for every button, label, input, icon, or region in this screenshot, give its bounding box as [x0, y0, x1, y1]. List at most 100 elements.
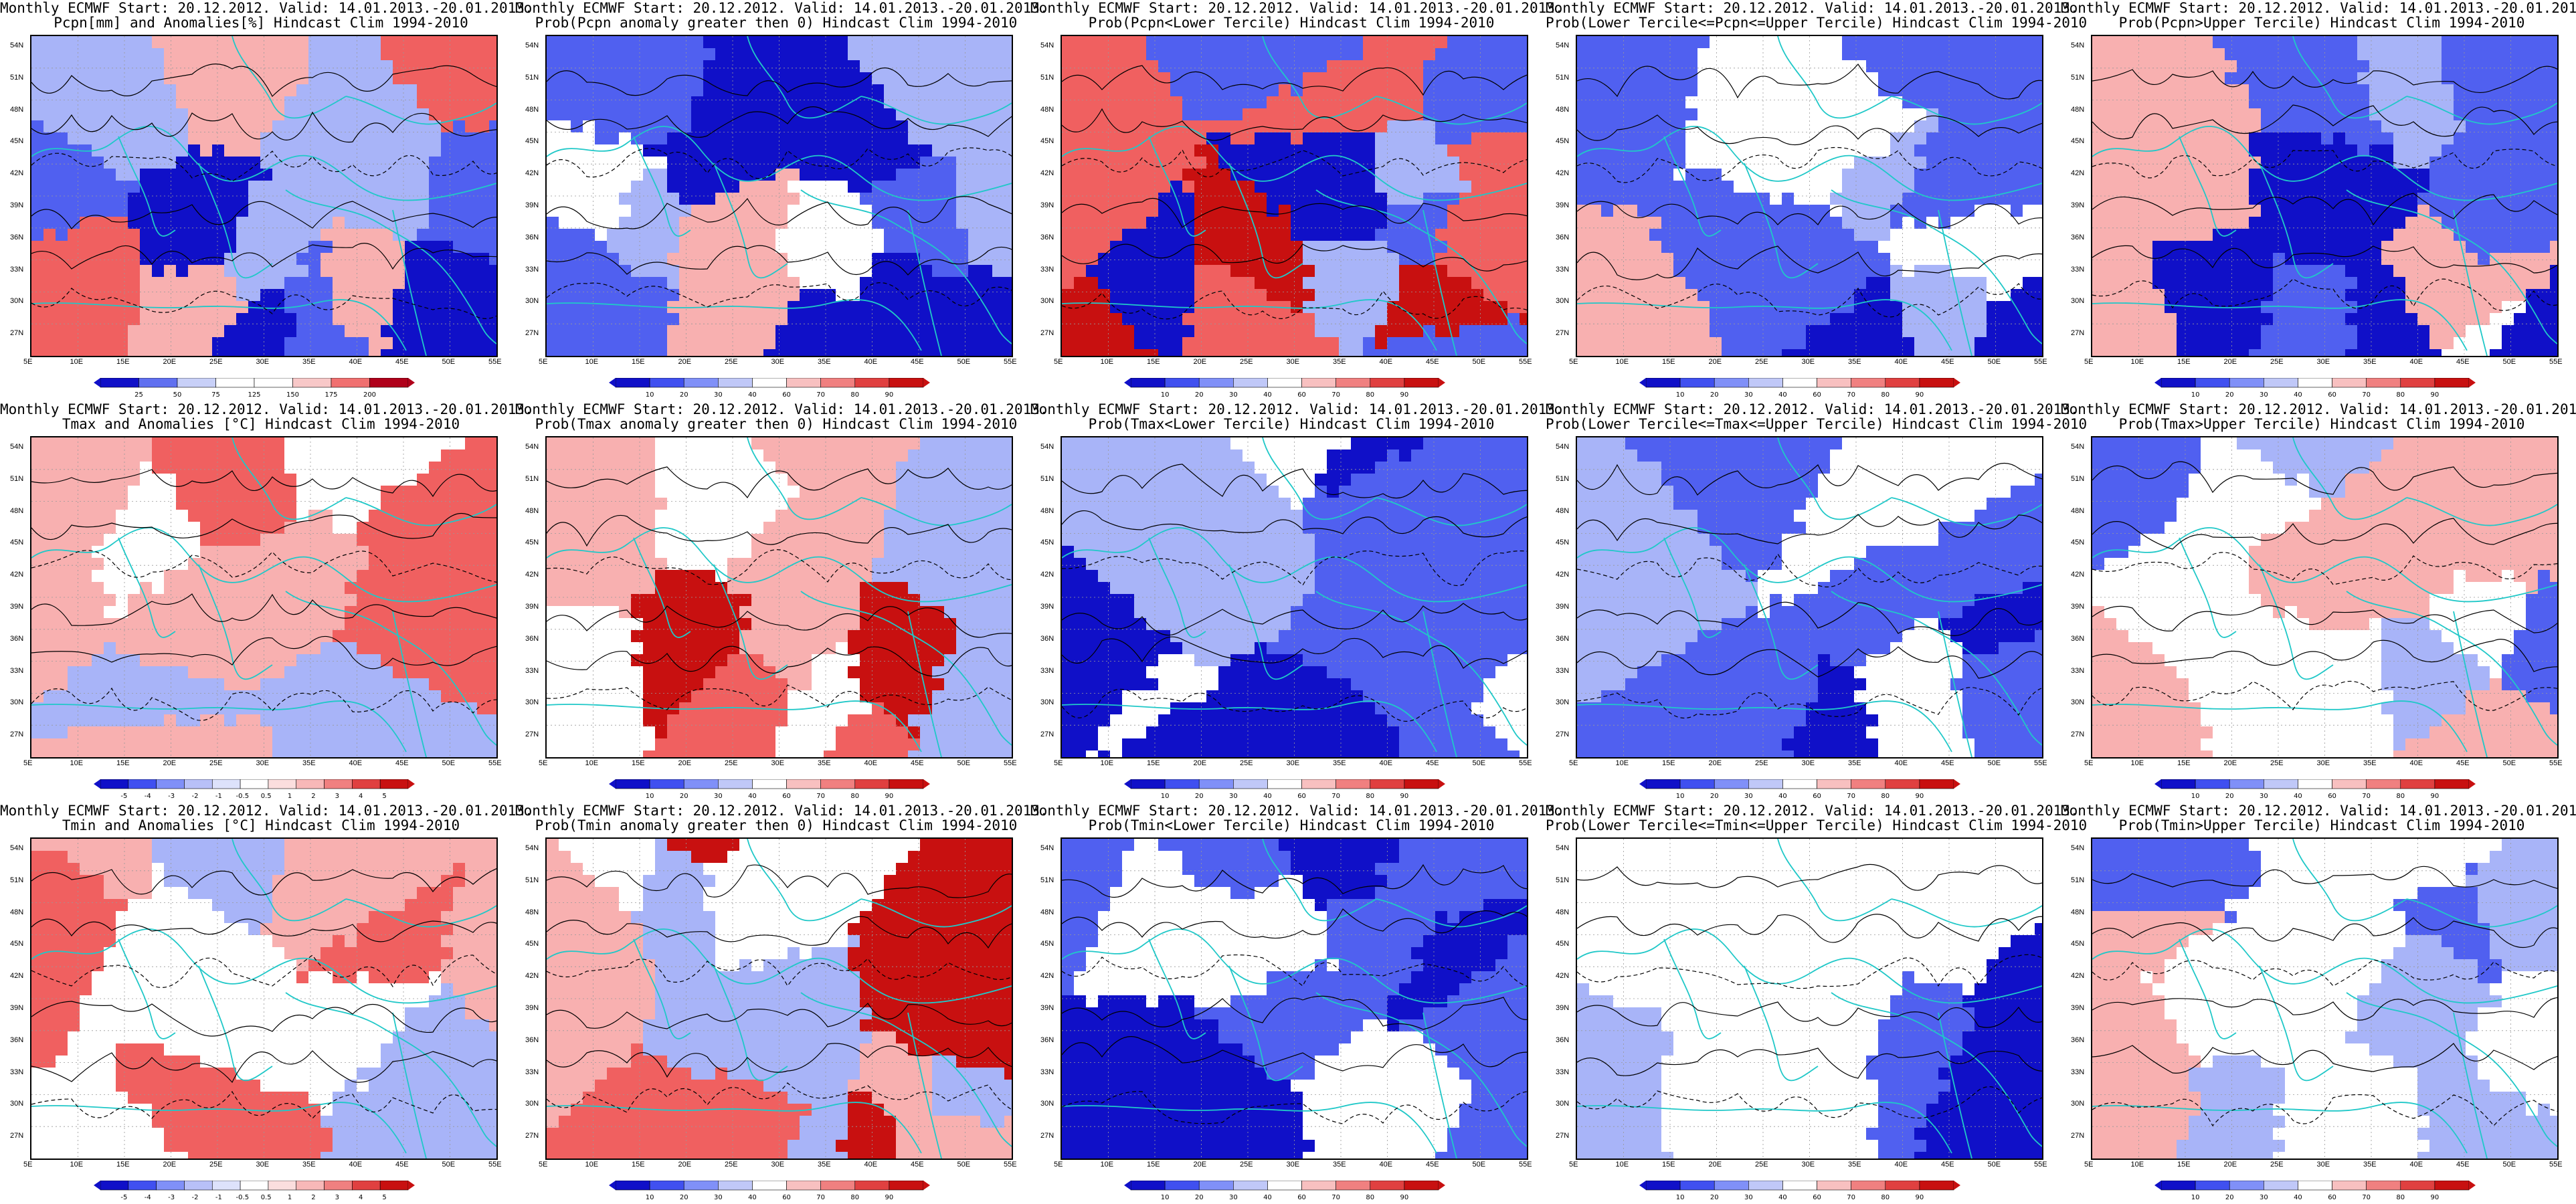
lon-tick-label: 15E	[1147, 358, 1160, 366]
lat-tick-label: 33N	[525, 666, 539, 675]
panel-title: Monthly ECMWF Start: 20.12.2012. Valid: …	[0, 401, 533, 417]
lat-tick-label: 51N	[2071, 474, 2085, 483]
colorbar-tick-label: 90	[1400, 793, 1409, 800]
lat-tick-label: 27N	[1556, 329, 1570, 338]
lat-tick-label: 48N	[1556, 105, 1570, 114]
lat-tick-label: 45N	[10, 538, 24, 547]
map-panel: Monthly ECMWF Start: 20.12.2012. Valid: …	[1030, 803, 1564, 1204]
colorbar-tick-label: 10	[1161, 793, 1170, 800]
colorbar-tick-label: 20	[680, 391, 688, 399]
colorbar-tick-label: 4	[359, 793, 363, 800]
lon-tick-label: 10E	[70, 358, 84, 366]
lon-tick-label: 25E	[209, 759, 223, 767]
lon-tick-label: 45E	[1426, 759, 1439, 767]
lon-tick-label: 45E	[911, 358, 924, 366]
lat-tick-label: 48N	[1556, 908, 1570, 916]
map-frame	[30, 436, 498, 759]
lat-tick-label: 27N	[2071, 1132, 2085, 1140]
panel-subtitle: Prob(Tmin<Lower Tercile) Hindcast Clim 1…	[1088, 817, 1495, 833]
lon-tick-label: 25E	[209, 1161, 223, 1169]
lat-tick-label: 54N	[525, 41, 539, 49]
lon-tick-label: 15E	[1147, 1161, 1160, 1169]
colorbar-tick-label: 60	[1297, 1194, 1306, 1201]
colorbar-tick-label: 40	[1778, 1194, 1787, 1201]
colorbar-tick-label: -1	[215, 793, 222, 800]
lon-tick-label: 20E	[2223, 358, 2237, 366]
lat-tick-label: 48N	[1556, 506, 1570, 515]
panel-title: Monthly ECMWF Start: 20.12.2012. Valid: …	[1030, 0, 1564, 16]
lat-tick-label: 39N	[1556, 1004, 1570, 1012]
lat-tick-label: 36N	[1040, 634, 1054, 643]
colorbar: 10 20 30 40 60 70 80 90	[609, 1181, 930, 1201]
colorbar-tick-label: 60	[2328, 391, 2336, 399]
colorbar-tick-label: 200	[363, 391, 376, 399]
lat-tick-label: 39N	[1040, 201, 1054, 209]
map-panel: Monthly ECMWF Start: 20.12.2012. Valid: …	[1030, 0, 1564, 401]
lon-tick-label: 10E	[1615, 358, 1629, 366]
colorbar-tick-label: 40	[748, 793, 757, 800]
lon-tick-label: 55E	[1519, 759, 1532, 767]
lat-tick-label: 27N	[2071, 329, 2085, 338]
map-frame	[1576, 35, 2043, 357]
panel-subtitle: Prob(Tmin anomaly greater then 0) Hindca…	[535, 817, 1018, 833]
lon-tick-label: 55E	[488, 759, 502, 767]
lon-tick-label: 5E	[539, 759, 548, 767]
lon-tick-label: 5E	[1054, 358, 1063, 366]
colorbar-tick-label: 20	[1710, 1194, 1719, 1201]
map-panel: Monthly ECMWF Start: 20.12.2012. Valid: …	[2061, 803, 2576, 1204]
lon-tick-label: 25E	[1240, 358, 1253, 366]
lon-tick-label: 15E	[632, 358, 645, 366]
lon-tick-label: 15E	[116, 358, 130, 366]
colorbar-tick-label: -4	[145, 1194, 151, 1201]
lat-tick-label: 51N	[525, 474, 539, 483]
lon-tick-label: 40E	[1379, 759, 1393, 767]
colorbar-tick-label: 70	[816, 793, 825, 800]
lon-tick-label: 15E	[116, 759, 130, 767]
colorbar-tick-label: 30	[2260, 391, 2268, 399]
lat-tick-label: 45N	[2071, 137, 2085, 146]
colorbar-tick-label: 2	[311, 793, 315, 800]
colorbar: 10 20 30 40 60 70 80 90	[2154, 779, 2476, 800]
lon-tick-label: 55E	[1004, 759, 1017, 767]
lon-tick-label: 40E	[349, 358, 363, 366]
lon-tick-label: 50E	[957, 358, 971, 366]
lon-tick-label: 15E	[1147, 759, 1160, 767]
colorbar-tick-label: -4	[145, 793, 151, 800]
lon-tick-label: 25E	[1755, 759, 1768, 767]
lat-tick-label: 45N	[1556, 940, 1570, 948]
colorbar-tick-label: 3	[335, 1194, 339, 1201]
lat-tick-label: 33N	[1040, 265, 1054, 274]
map-canvas	[2092, 839, 2557, 1159]
colorbar-tick-label: 70	[1847, 793, 1855, 800]
colorbar-tick-label: 30	[1744, 793, 1753, 800]
lat-tick-label: 54N	[1040, 443, 1054, 451]
lon-tick-label: 5E	[1569, 358, 1578, 366]
colorbar-tick-label: 60	[1297, 793, 1306, 800]
lat-tick-label: 33N	[1556, 265, 1570, 274]
colorbar-tick-label: 1	[288, 793, 292, 800]
lon-tick-label: 55E	[2034, 1161, 2047, 1169]
lon-tick-label: 35E	[2363, 1161, 2377, 1169]
panel-subtitle: Prob(Tmax>Upper Tercile) Hindcast Clim 1…	[2118, 416, 2525, 432]
map-panel: Monthly ECMWF Start: 20.12.2012. Valid: …	[1546, 401, 2087, 803]
lat-tick-label: 39N	[2071, 201, 2085, 209]
lon-tick-label: 25E	[2270, 759, 2284, 767]
map-frame	[2091, 436, 2559, 759]
lat-tick-label: 54N	[10, 41, 24, 49]
map-frame	[1061, 837, 1528, 1160]
lat-tick-label: 45N	[525, 137, 539, 146]
lon-tick-label: 40E	[2409, 759, 2423, 767]
lon-tick-label: 45E	[1426, 358, 1439, 366]
lon-tick-label: 35E	[1333, 1161, 1346, 1169]
lon-tick-label: 30E	[1801, 1161, 1815, 1169]
colorbar: 10 20 30 40 60 70 80 90	[2154, 1181, 2476, 1201]
lon-tick-label: 30E	[2316, 759, 2330, 767]
colorbar-tick-label: -2	[192, 1194, 199, 1201]
map-canvas	[1062, 839, 1527, 1159]
lon-tick-label: 20E	[1193, 358, 1207, 366]
lon-tick-label: 30E	[1801, 358, 1815, 366]
lat-tick-label: 30N	[1556, 1100, 1570, 1108]
lat-tick-label: 51N	[2071, 73, 2085, 82]
colorbar-tick-label: -5	[120, 793, 127, 800]
lon-tick-label: 10E	[585, 759, 599, 767]
